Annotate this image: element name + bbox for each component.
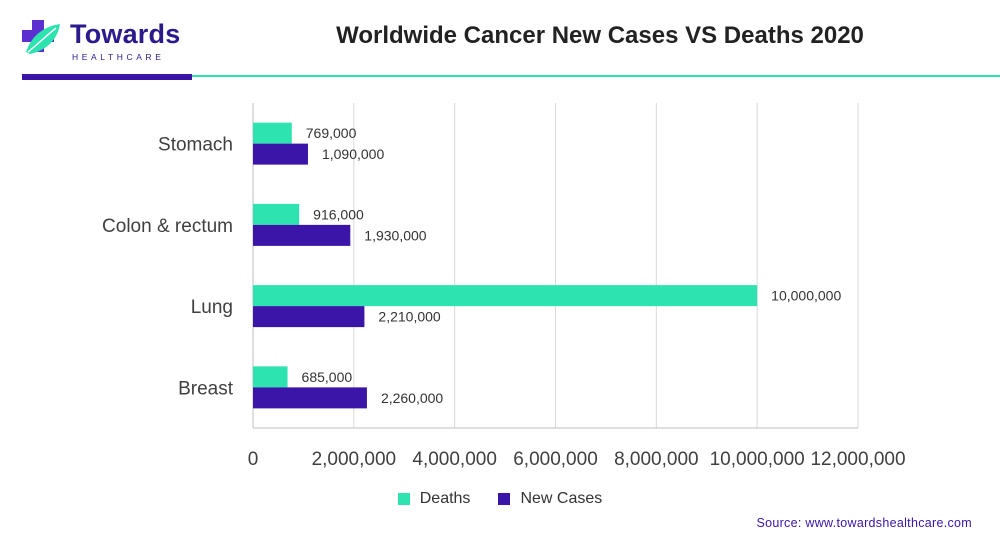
bar-deaths <box>253 122 292 144</box>
legend-label-deaths: Deaths <box>419 490 471 507</box>
category-label: Lung <box>191 297 233 318</box>
bar-deaths <box>253 366 288 388</box>
category-label: Stomach <box>158 135 233 156</box>
legend-item-deaths: Deaths <box>397 490 471 508</box>
data-label: 1,930,000 <box>364 227 426 243</box>
bar-deaths <box>253 285 758 307</box>
brand-name: Towards <box>70 19 181 49</box>
data-label: 769,000 <box>306 125 357 141</box>
x-tick-label: 12,000,000 <box>810 449 905 470</box>
x-tick-label: 10,000,000 <box>710 449 805 470</box>
x-tick-label: 4,000,000 <box>412 449 497 470</box>
data-label: 1,090,000 <box>322 146 384 162</box>
brand-subtitle: HEALTHCARE <box>72 52 165 62</box>
chart-title: Worldwide Cancer New Cases VS Deaths 202… <box>336 22 864 49</box>
legend-item-new-cases: New Cases <box>498 490 602 508</box>
x-tick-label: 8,000,000 <box>614 449 699 470</box>
x-tick-label: 6,000,000 <box>513 449 598 470</box>
header-rule-accent <box>22 74 192 80</box>
category-label: Breast <box>178 378 234 399</box>
bar-new-cases <box>253 143 308 165</box>
x-tick-label: 0 <box>248 449 259 470</box>
source-note: Source: www.towardshealthcare.com <box>756 516 972 530</box>
data-label: 2,210,000 <box>378 309 440 325</box>
data-label: 916,000 <box>313 206 364 222</box>
brand-logo: Towards HEALTHCARE <box>18 18 188 62</box>
x-tick-label: 2,000,000 <box>312 449 397 470</box>
data-label: 685,000 <box>302 369 353 385</box>
legend: Deaths New Cases <box>0 490 1000 508</box>
bar-new-cases <box>253 387 367 409</box>
bar-new-cases <box>253 306 365 328</box>
legend-label-new-cases: New Cases <box>520 490 603 507</box>
bar-new-cases <box>253 224 351 246</box>
header-rule <box>192 75 1000 77</box>
legend-swatch-new-cases <box>498 493 511 505</box>
bar-deaths <box>253 203 300 225</box>
logo-cross-icon <box>22 20 60 54</box>
data-label: 2,260,000 <box>381 390 443 406</box>
category-label: Colon & rectum <box>102 216 233 237</box>
legend-swatch-deaths <box>397 493 410 505</box>
bar-chart: 0 2,000,000 4,000,000 6,000,000 8,000,000 10,… <box>102 103 906 470</box>
data-label: 10,000,000 <box>771 288 841 304</box>
